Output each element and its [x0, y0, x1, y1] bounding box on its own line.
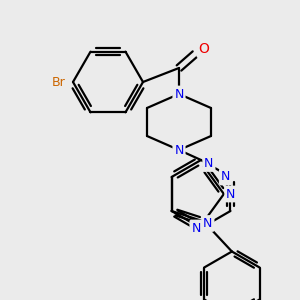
- Text: Br: Br: [52, 76, 66, 88]
- Text: N: N: [221, 170, 230, 184]
- Text: N: N: [226, 188, 236, 200]
- Text: N: N: [191, 221, 201, 235]
- Text: N: N: [174, 143, 184, 157]
- Text: O: O: [199, 42, 209, 56]
- Text: N: N: [174, 88, 184, 100]
- Text: N: N: [204, 157, 214, 170]
- Text: N: N: [203, 217, 213, 230]
